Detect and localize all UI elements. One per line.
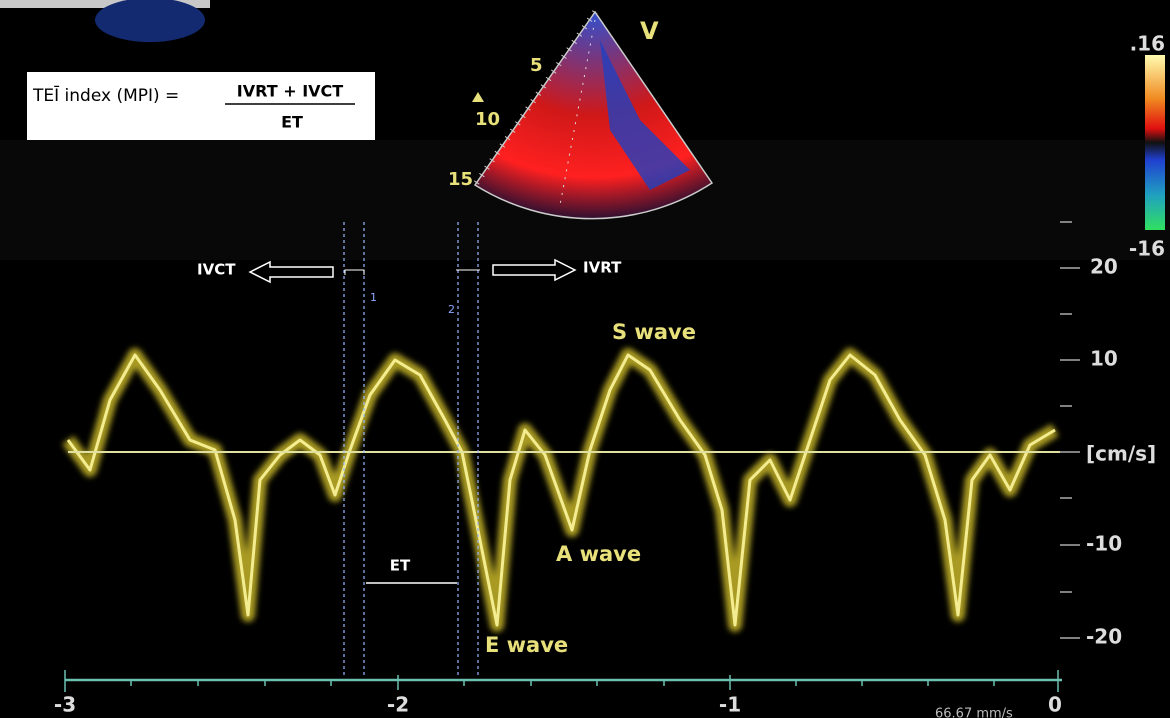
et-label: ET xyxy=(390,557,411,575)
ivrt-label: IVRT xyxy=(583,259,622,277)
depth-mark: 10 xyxy=(475,109,500,130)
time-tick: -3 xyxy=(54,693,76,717)
time-tick: 0 xyxy=(1048,693,1062,717)
echo-doppler-screen: TEĪ index (MPI) = IVRT + IVCT ET V 5 10 … xyxy=(0,0,1170,718)
velocity-tick: 10 xyxy=(1090,347,1118,371)
scale-bottom: -16 xyxy=(1129,237,1165,261)
time-tick: -1 xyxy=(719,693,741,717)
e-wave-label: E wave xyxy=(485,633,568,657)
time-tick: -2 xyxy=(387,693,409,717)
s-wave-label: S wave xyxy=(612,320,696,344)
view-label: V xyxy=(640,17,659,45)
marker-1: 1 xyxy=(370,291,377,304)
formula-lhs: TEĪ index (MPI) = xyxy=(32,84,179,106)
a-wave-label: A wave xyxy=(556,542,641,566)
velocity-tick: -10 xyxy=(1086,532,1122,556)
velocity-tick: 20 xyxy=(1090,255,1118,279)
sweep-speed: 66.67 mm/s xyxy=(935,707,1013,718)
depth-mark: 15 xyxy=(448,169,473,190)
formula-numerator: IVRT + IVCT xyxy=(237,82,343,101)
depth-mark: 5 xyxy=(530,55,543,76)
scale-top: .16 xyxy=(1130,32,1165,56)
color-scale xyxy=(1145,55,1165,230)
blue-blob xyxy=(95,0,205,42)
ivct-label: IVCT xyxy=(197,261,236,279)
formula-denominator: ET xyxy=(281,113,303,132)
velocity-unit: [cm/s] xyxy=(1086,442,1156,466)
velocity-tick: -20 xyxy=(1086,625,1122,649)
marker-2: 2 xyxy=(448,303,455,316)
